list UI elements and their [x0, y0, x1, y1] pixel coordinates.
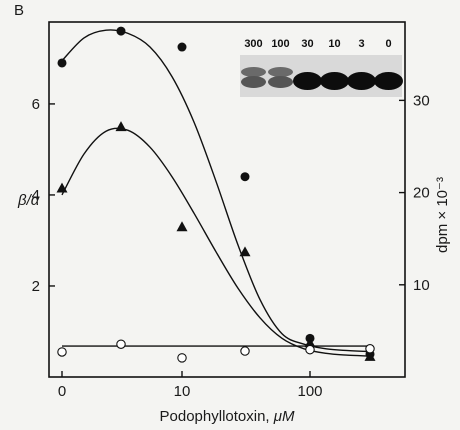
gel-lane-label: 0 — [385, 38, 391, 50]
data-point-filled-circle — [240, 172, 250, 182]
y-left-tick-label: 4 — [32, 187, 40, 204]
data-point-filled-triangle — [56, 182, 68, 193]
data-point-filled-triangle — [176, 221, 188, 232]
x-tick-label: 10 — [174, 383, 191, 400]
data-point-open-circle — [365, 344, 375, 354]
gel-lane-label: 100 — [271, 38, 289, 50]
data-point-open-circle — [177, 353, 187, 363]
y-right-tick-label: 10 — [413, 277, 430, 294]
y-right-tick-label: 30 — [413, 92, 430, 109]
gel-lane-label: 10 — [328, 38, 340, 50]
data-point-filled-circle — [177, 42, 187, 52]
gel-band-strong — [347, 72, 376, 90]
data-point-filled-triangle — [304, 337, 316, 348]
plot-frame — [48, 21, 406, 378]
y-right-tick-label: 20 — [413, 185, 430, 202]
gel-band-strong — [374, 72, 403, 90]
x-axis-label: Podophyllotoxin, μM — [160, 408, 295, 425]
x-tick-label: 100 — [297, 383, 322, 400]
data-point-open-circle — [116, 339, 126, 349]
gel-band-upper — [241, 67, 266, 77]
gel-lane-label: 3 — [358, 38, 364, 50]
data-point-filled-circle — [116, 26, 126, 36]
gel-inset: 300 100 30 10 3 0 — [240, 38, 403, 97]
data-point-filled-triangle — [115, 121, 127, 132]
data-point-filled-triangle — [239, 246, 251, 257]
gel-background — [240, 55, 402, 97]
data-point-open-circle — [240, 346, 250, 356]
y-left-tick-label: 2 — [32, 278, 40, 295]
gel-band-upper — [268, 67, 293, 77]
gel-band-strong — [293, 72, 322, 90]
y-axis-right-label: dpm × 10⁻³ — [434, 177, 451, 253]
gel-band-lower — [241, 76, 266, 88]
gel-lane-label: 300 — [244, 38, 262, 50]
data-point-open-circle — [57, 347, 67, 357]
data-point-filled-triangle — [364, 351, 376, 361]
x-axis-unit: μM — [273, 408, 295, 425]
data-markers — [56, 26, 376, 363]
data-point-filled-circle — [57, 58, 67, 68]
series-curve-1 — [61, 127, 371, 357]
y-axis-left-label: β/α — [17, 192, 40, 209]
x-tick-label: 0 — [58, 383, 66, 400]
series-curve-0 — [61, 29, 371, 353]
x-axis-label-text: Podophyllotoxin, — [160, 408, 274, 425]
fitted-curves — [61, 29, 371, 357]
y-left-tick-label: 6 — [32, 96, 40, 113]
gel-band-lower — [268, 76, 293, 88]
axis-ticks: 0 10 100 2 4 6 10 20 30 — [32, 92, 430, 400]
gel-lane-label: 30 — [301, 38, 313, 50]
gel-band-strong — [320, 72, 349, 90]
data-point-open-circle — [305, 344, 315, 355]
panel-label: B — [14, 2, 24, 19]
